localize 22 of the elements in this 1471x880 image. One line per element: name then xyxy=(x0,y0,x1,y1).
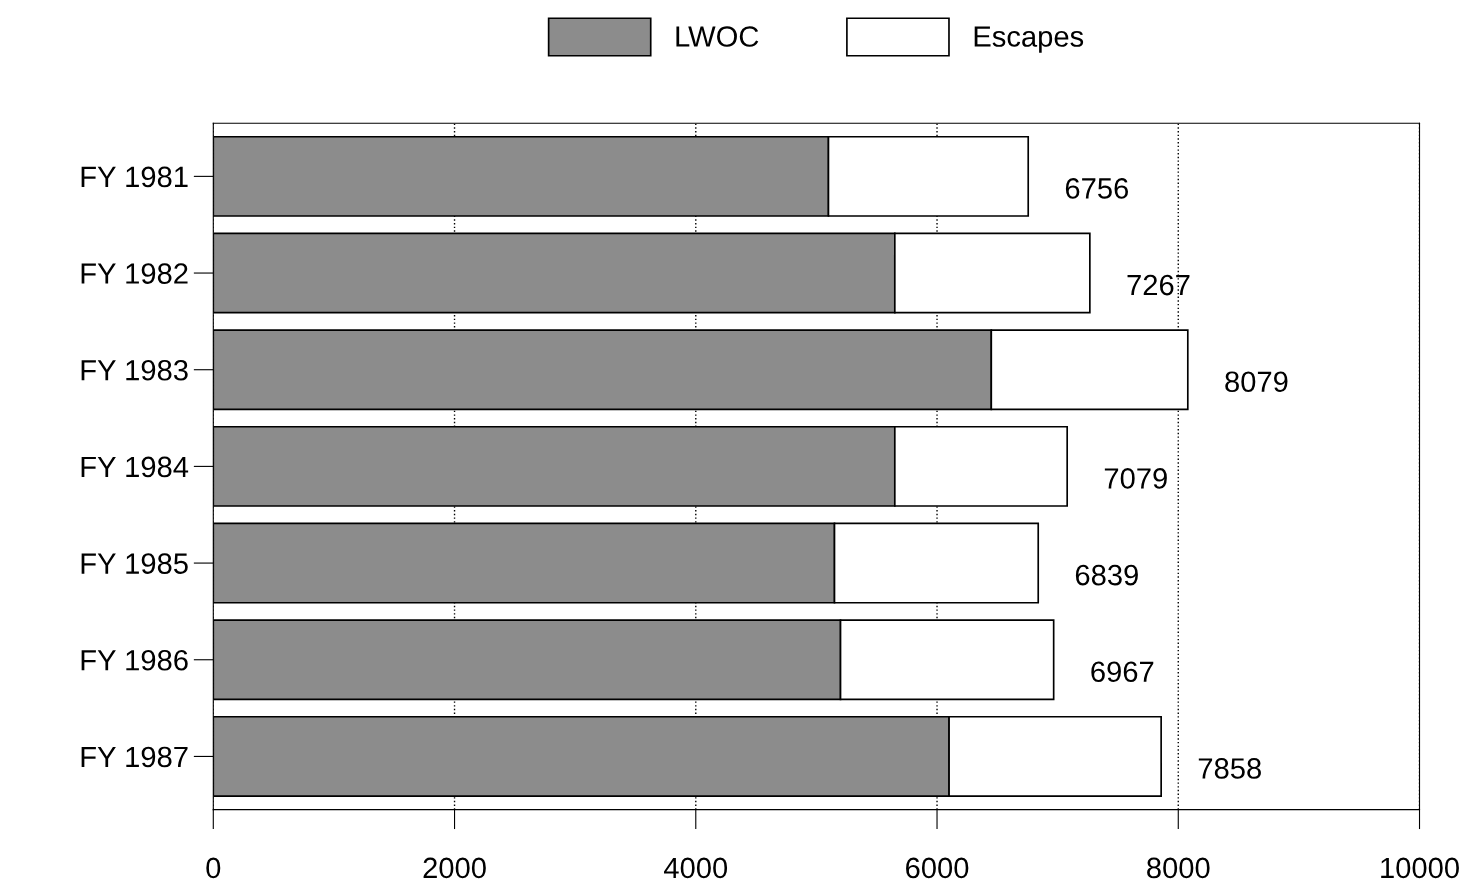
x-tick-label: 4000 xyxy=(664,857,728,879)
total-label: 6839 xyxy=(1075,564,1138,586)
x-tick-label: 6000 xyxy=(906,857,969,879)
x-tick-label: 8000 xyxy=(1147,857,1210,879)
y-tick-label: FY 1982 xyxy=(81,263,188,284)
total-label: 7267 xyxy=(1127,274,1190,296)
y-tick-label: FY 1986 xyxy=(81,649,188,671)
total-label: 7079 xyxy=(1104,468,1167,489)
y-tick-label: FY 1987 xyxy=(81,746,188,768)
y-tick-label: FY 1983 xyxy=(81,359,188,381)
y-tick-label: FY 1984 xyxy=(81,456,189,478)
total-label: 6756 xyxy=(1065,178,1129,199)
total-label: 6967 xyxy=(1091,661,1154,683)
y-tick-label: FY 1985 xyxy=(81,553,188,574)
x-tick-label: 2000 xyxy=(423,857,486,879)
legend-label: LWOC xyxy=(676,26,759,47)
y-tick-label: FY 1981 xyxy=(81,166,188,188)
legend-label: Escapes xyxy=(974,26,1084,53)
total-label: 8079 xyxy=(1225,371,1288,393)
total-label: 7858 xyxy=(1198,758,1261,779)
x-tick-label: 10000 xyxy=(1381,857,1459,879)
x-tick-label: 0 xyxy=(206,857,221,879)
